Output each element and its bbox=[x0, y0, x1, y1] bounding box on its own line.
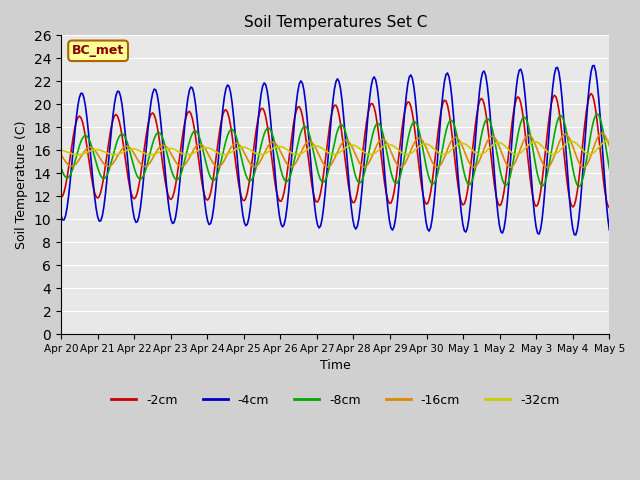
-32cm bbox=[241, 144, 248, 150]
-16cm bbox=[57, 152, 65, 157]
-8cm bbox=[297, 130, 305, 135]
-8cm bbox=[248, 177, 256, 182]
-8cm bbox=[577, 182, 584, 188]
-4cm bbox=[239, 212, 246, 217]
-8cm bbox=[124, 143, 132, 148]
-4cm bbox=[577, 201, 584, 206]
-16cm bbox=[598, 131, 605, 136]
-8cm bbox=[239, 161, 246, 167]
-16cm bbox=[248, 163, 256, 168]
-2cm bbox=[248, 160, 256, 166]
-32cm bbox=[74, 152, 82, 158]
-32cm bbox=[57, 147, 65, 153]
-4cm bbox=[57, 213, 65, 218]
Line: -4cm: -4cm bbox=[61, 66, 609, 235]
-8cm bbox=[605, 166, 613, 171]
-2cm bbox=[221, 108, 228, 113]
Legend: -2cm, -4cm, -8cm, -16cm, -32cm: -2cm, -4cm, -8cm, -16cm, -32cm bbox=[106, 389, 564, 411]
-16cm bbox=[221, 157, 228, 163]
-32cm bbox=[604, 138, 612, 144]
-32cm bbox=[298, 150, 306, 156]
-4cm bbox=[297, 78, 305, 84]
-2cm bbox=[575, 177, 582, 182]
-4cm bbox=[221, 94, 228, 99]
-2cm bbox=[124, 176, 132, 181]
-32cm bbox=[605, 138, 613, 144]
-16cm bbox=[239, 147, 246, 153]
-2cm bbox=[57, 194, 65, 200]
-32cm bbox=[126, 146, 134, 152]
-32cm bbox=[250, 149, 257, 155]
-8cm bbox=[593, 111, 601, 117]
-32cm bbox=[577, 144, 584, 150]
-2cm bbox=[588, 91, 595, 96]
-4cm bbox=[248, 190, 256, 196]
-16cm bbox=[605, 143, 613, 149]
-4cm bbox=[590, 63, 598, 69]
Text: BC_met: BC_met bbox=[72, 44, 124, 57]
-4cm bbox=[605, 227, 613, 233]
-16cm bbox=[297, 150, 305, 156]
Line: -8cm: -8cm bbox=[61, 114, 609, 187]
Title: Soil Temperatures Set C: Soil Temperatures Set C bbox=[243, 15, 427, 30]
Line: -32cm: -32cm bbox=[61, 141, 609, 155]
-16cm bbox=[575, 159, 582, 165]
X-axis label: Time: Time bbox=[320, 360, 351, 372]
Line: -16cm: -16cm bbox=[61, 133, 609, 168]
-32cm bbox=[222, 152, 230, 157]
-2cm bbox=[239, 197, 246, 203]
-2cm bbox=[297, 107, 305, 113]
-2cm bbox=[605, 205, 613, 211]
-8cm bbox=[575, 184, 582, 190]
Line: -2cm: -2cm bbox=[61, 94, 609, 208]
-16cm bbox=[580, 165, 588, 170]
-4cm bbox=[124, 164, 132, 170]
Y-axis label: Soil Temperature (C): Soil Temperature (C) bbox=[15, 120, 28, 249]
-16cm bbox=[124, 144, 132, 149]
-8cm bbox=[57, 165, 65, 170]
-4cm bbox=[572, 232, 580, 238]
-8cm bbox=[221, 144, 228, 149]
